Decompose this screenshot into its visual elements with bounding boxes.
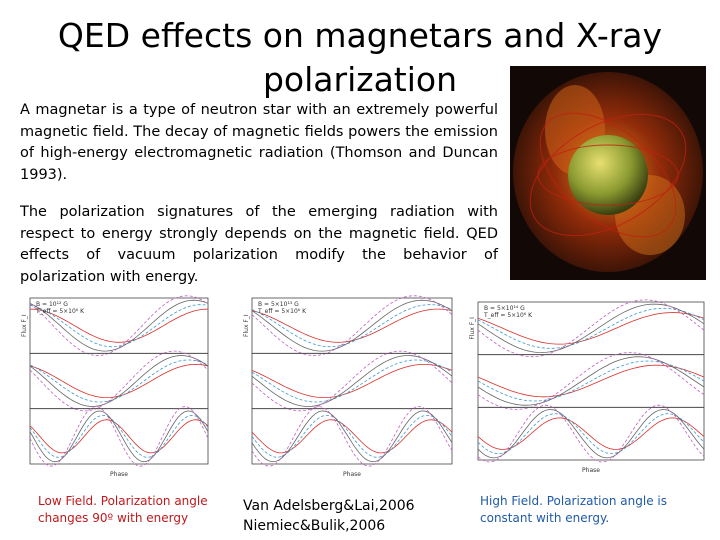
curve [477,312,705,345]
axis-label: Flux F_I [243,314,250,337]
curve [29,295,209,356]
curve [29,414,209,458]
subplot-frame [477,406,705,461]
curve [29,410,209,463]
curve [29,406,209,467]
curve [29,363,209,399]
curve [251,406,453,467]
caption-line: Van Adelsberg&Lai,2006 [243,498,415,514]
caption-line: constant with energy. [480,511,610,525]
curve [477,409,705,459]
curve [477,299,705,358]
subplot-frame [29,352,209,410]
curve [477,360,705,402]
curve [251,304,453,348]
panel-label: B = 5×10¹⁴ G [484,305,525,312]
axis-label: Phase [343,471,361,478]
curve [477,307,705,349]
caption-line: Niemiec&Bulik,2006 [243,518,386,534]
curve [251,350,453,412]
curve [251,359,453,403]
axis-label: Flux F_I [469,317,476,340]
curve [29,350,209,412]
panel-label: T_eff = 5×10⁶ K [35,308,85,315]
curve [251,299,453,352]
panel-label: T_eff = 5×10⁶ K [257,308,307,315]
curve [251,364,453,398]
axis-label: Phase [582,467,600,474]
curve [477,364,705,398]
curve [29,304,209,348]
subplot-frame [29,408,209,465]
magnetar-image [510,66,706,280]
curve [29,419,209,454]
curve [477,413,705,455]
curve [29,355,209,407]
curve [477,417,705,450]
caption-high-field: High Field. Polarization angle is consta… [480,493,667,527]
subplot-frame [251,352,453,410]
curve [477,404,705,463]
caption-references: Van Adelsberg&Lai,2006 Niemiec&Bulik,200… [243,496,415,536]
curve [29,359,209,403]
caption-low-field: Low Field. Polarization angle changes 90… [38,493,208,527]
curve [29,308,209,343]
axis-label: Flux F_I [21,314,28,337]
paragraph: A magnetar is a type of neutron star wit… [20,102,498,183]
slide-title: QED effects on magnetars and X-ray polar… [57,16,663,99]
panel-label: B = 10¹² G [36,301,68,308]
panel-label: T_eff = 5×10⁶ K [483,312,533,319]
panel-label: B = 5×10¹³ G [258,301,299,308]
curve [251,355,453,407]
curve [477,356,705,406]
subplot-frame [251,408,453,465]
caption-line: High Field. Polarization angle is [480,494,667,508]
caption-line: Low Field. Polarization angle [38,494,208,508]
paragraph: The polarization signatures of the emerg… [20,204,498,285]
caption-line: changes 90º with energy [38,511,189,525]
curve [251,410,453,463]
axis-label: Phase [110,471,128,478]
curve [29,299,209,352]
curve [477,352,705,410]
curve [477,303,705,354]
curve [251,419,453,454]
